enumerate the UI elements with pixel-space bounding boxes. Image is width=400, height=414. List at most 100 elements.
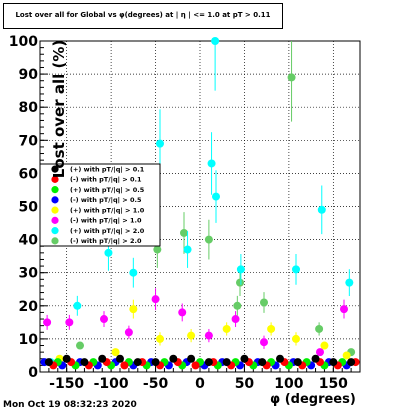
data-point — [129, 268, 138, 277]
legend-box — [39, 163, 161, 247]
data-point — [98, 354, 107, 363]
data-point — [191, 361, 200, 370]
data-point — [311, 354, 320, 363]
data-point — [169, 354, 178, 363]
data-point — [151, 295, 160, 304]
legend-label: (+) with pT/|q| > 0.5 — [70, 186, 145, 195]
legend-marker — [51, 206, 59, 214]
data-point — [156, 139, 164, 148]
data-point — [211, 37, 220, 45]
data-point — [276, 354, 284, 363]
legend: (+) with pT/|q| > 0.1 (-) with pT/|q| > 0… — [39, 163, 161, 247]
legend-marker — [51, 165, 59, 173]
y-tick-label: 20 — [19, 299, 39, 315]
data-point — [342, 351, 351, 360]
legend-label: (-) with pT/|q| > 0.1 — [70, 176, 142, 185]
y-tick-label: 10 — [19, 332, 39, 348]
data-point — [260, 338, 268, 347]
x-tick-label: -100 — [94, 376, 129, 392]
data-point — [187, 354, 196, 363]
data-point — [153, 245, 162, 254]
y-tick-label: 30 — [19, 266, 39, 282]
data-point — [236, 278, 244, 287]
data-point — [207, 159, 216, 168]
y-tick-label: 80 — [19, 100, 39, 116]
data-point — [111, 348, 120, 357]
data-point — [315, 324, 324, 333]
data-point — [231, 315, 240, 324]
data-point — [233, 301, 242, 310]
data-point — [76, 341, 84, 350]
data-point — [120, 361, 129, 370]
datestamp: Mon Oct 19 08:32:23 2020 — [3, 400, 137, 410]
data-point — [116, 354, 124, 363]
data-point — [62, 354, 71, 363]
y-axis-label: Lost over all (%) — [50, 39, 69, 179]
data-point — [345, 278, 354, 287]
data-point — [204, 358, 213, 367]
data-point — [151, 358, 160, 367]
data-point — [43, 318, 52, 327]
data-point — [340, 305, 348, 314]
x-tick-label: 50 — [235, 376, 255, 392]
data-point — [44, 358, 53, 367]
y-tick-label: 90 — [19, 67, 39, 83]
y-tick-label: 0 — [28, 365, 38, 381]
data-point — [287, 73, 296, 82]
y-tick-label: 100 — [9, 34, 38, 50]
data-point — [180, 228, 188, 237]
data-point — [258, 358, 267, 367]
data-point — [293, 358, 302, 367]
data-point — [100, 315, 108, 324]
data-point — [236, 265, 245, 274]
data-point — [292, 334, 300, 343]
legend-label: (+) with pT/|q| > 0.1 — [70, 165, 145, 174]
data-point — [267, 324, 276, 333]
legend-marker — [51, 237, 59, 245]
data-point — [133, 358, 142, 367]
title-box: Lost over all for Global vs φ(degrees) a… — [3, 3, 283, 29]
data-point — [104, 248, 113, 257]
y-tick-label: 60 — [19, 166, 39, 182]
data-point — [204, 331, 213, 340]
data-point — [347, 358, 356, 367]
data-point — [320, 341, 329, 350]
data-point — [316, 348, 324, 357]
legend-marker — [51, 186, 59, 194]
data-point — [260, 298, 268, 307]
data-point — [187, 331, 196, 340]
y-tick-label: 50 — [19, 200, 39, 216]
data-point — [73, 301, 82, 310]
x-tick-label: 0 — [195, 376, 205, 392]
data-points — [40, 37, 360, 370]
x-tick-label: -150 — [49, 376, 84, 392]
data-point — [292, 265, 300, 274]
x-tick-label: -50 — [143, 376, 169, 392]
data-point — [183, 245, 192, 254]
chart-title: Lost over all for Global vs φ(degrees) a… — [15, 11, 271, 19]
data-point — [212, 192, 220, 201]
legend-label: (+) with pT/|q| > 2.0 — [70, 227, 145, 236]
data-point — [240, 354, 249, 363]
legend-marker — [51, 227, 59, 235]
data-point — [65, 318, 74, 327]
data-point — [222, 324, 231, 333]
y-tick-label: 70 — [19, 133, 39, 149]
data-point — [124, 328, 133, 337]
x-axis-label: φ (degrees) — [270, 392, 356, 407]
legend-marker — [51, 175, 59, 183]
legend-label: (-) with pT/|q| > 0.5 — [70, 196, 142, 205]
data-point — [156, 334, 164, 343]
legend-marker — [51, 216, 59, 224]
data-point — [178, 308, 187, 317]
data-point — [317, 205, 326, 214]
data-point — [204, 235, 213, 244]
data-point — [329, 358, 338, 367]
data-point — [80, 358, 89, 367]
x-tick-label: 150 — [319, 376, 348, 392]
data-point — [222, 358, 231, 367]
legend-marker — [51, 196, 59, 204]
legend-label: (-) with pT/|q| > 1.0 — [70, 217, 142, 226]
x-tick-label: 100 — [274, 376, 303, 392]
